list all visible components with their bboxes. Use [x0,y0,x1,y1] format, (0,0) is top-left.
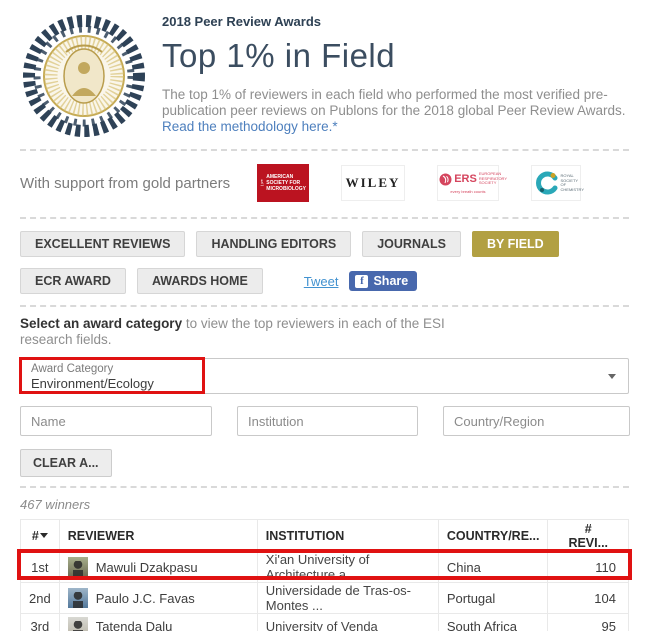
asm-logo[interactable]: AMERICAN SOCIETY FOR MICROBIOLOGY [257,164,309,202]
table-row[interactable]: 3rd Tatenda Dalu University of Venda Sou… [20,613,629,631]
country-input[interactable] [443,406,630,436]
tab-handling-editors[interactable]: HANDLING EDITORS [196,231,352,257]
wiley-logo[interactable]: WILEY [341,165,405,201]
review-count-cell: 110 [547,551,629,583]
tab-excellent-reviews[interactable]: EXCELLENT REVIEWS [20,231,186,257]
rsc-logo[interactable]: ROYAL SOCIETY OF CHEMISTRY [531,165,584,201]
filter-intro-bold: Select an award category [20,316,183,331]
winners-table-wrap: # REVIEWER INSTITUTION COUNTRY/RE... # RE… [17,519,632,631]
divider [20,217,629,219]
divider [20,149,629,151]
rsc-logo-text: ROYAL SOCIETY OF CHEMISTRY [560,173,584,192]
awards-eyebrow: 2018 Peer Review Awards [162,14,321,29]
sort-desc-icon [39,532,48,538]
filter-intro: Select an award category to view the top… [20,316,500,348]
institution-cell: Universidade de Tras-os-Montes ... [256,582,439,614]
gold-partners-section: With support from gold partners AMERICAN… [20,160,629,208]
institution-cell: University of Venda [256,613,439,631]
tab-awards-home[interactable]: AWARDS HOME [136,268,263,294]
filter-intro-rest: to view the top reviewers in each of the… [20,316,445,347]
reviewer-avatar [67,588,88,608]
divider [20,305,629,307]
reviews-header-line1: # [584,521,592,536]
dropdown-label: Award Category [31,363,114,375]
reviewer-avatar [67,557,88,577]
clear-all-button[interactable]: CLEAR A... [20,449,112,477]
tab-journals[interactable]: JOURNALS [362,231,461,257]
country-cell: China [437,551,549,583]
award-description: The top 1% of reviewers in each field wh… [162,87,642,135]
winners-count: 467 winners [20,497,91,512]
tab-ecr-award[interactable]: ECR AWARD [20,268,126,294]
reviewer-cell[interactable]: Tatenda Dalu [58,613,258,631]
asm-logo-text: AMERICAN SOCIETY FOR MICROBIOLOGY [266,174,307,192]
facebook-share-button[interactable]: f Share [349,271,418,291]
country-column-header[interactable]: COUNTRY/RE... [437,519,549,552]
page-header: 2018 Peer Review Awards Top 1% in Field … [20,10,629,140]
review-count-cell: 104 [547,582,629,614]
rank-cell: 2nd [20,582,60,614]
page-title: Top 1% in Field [162,37,396,74]
rank-column-header[interactable]: # [20,519,60,552]
divider [20,486,629,488]
country-cell: Portugal [437,582,549,614]
award-tabs: EXCELLENT REVIEWS HANDLING EDITORS JOURNAL… [20,228,629,296]
wiley-logo-text: WILEY [345,175,401,190]
ers-name-text: EUROPEAN RESPIRATORY SOCIETY [478,171,507,186]
ers-abbr: ERS [454,173,477,185]
rsc-c-icon [535,171,557,195]
name-input[interactable] [20,406,212,436]
award-category-dropdown[interactable]: Award Category Environment/Ecology [19,357,629,394]
ers-circle-icon [439,173,452,185]
tweet-link[interactable]: Tweet [303,273,339,289]
reviews-header-line2: REVI... [568,535,609,550]
country-cell: South Africa [437,613,549,631]
winners-table: # REVIEWER INSTITUTION COUNTRY/RE... # RE… [20,519,629,631]
institution-column-header[interactable]: INSTITUTION [256,519,439,552]
reviewer-cell[interactable]: Paulo J.C. Favas [58,582,258,614]
ers-logo[interactable]: ERS EUROPEAN RESPIRATORY SOCIETY every b… [437,165,507,201]
reviewer-name[interactable]: Mawuli Dzakpasu [95,559,198,575]
chevron-down-icon [608,374,616,379]
table-header-row: # REVIEWER INSTITUTION COUNTRY/RE... # RE… [20,519,629,552]
partners-label: With support from gold partners [20,174,231,192]
ers-tagline: every breath counts [450,188,486,194]
share-label: Share [373,274,409,288]
search-filters [20,406,630,436]
reviewer-name[interactable]: Tatenda Dalu [95,619,173,631]
partner-logos: AMERICAN SOCIETY FOR MICROBIOLOGY WILEY … [257,164,584,202]
dropdown-selected-value: Environment/Ecology [31,376,154,391]
award-medal-icon [23,15,145,137]
review-count-cell: 95 [547,613,629,631]
table-row[interactable]: 1st Mawuli Dzakpasu Xi'an University of … [20,551,629,583]
reviewer-name[interactable]: Paulo J.C. Favas [95,590,195,606]
institution-cell: Xi'an University of Architecture a... [256,551,439,583]
methodology-link[interactable]: Read the methodology here.* [162,119,338,134]
institution-input[interactable] [237,406,418,436]
reviewer-cell[interactable]: Mawuli Dzakpasu [58,551,258,583]
reviewer-avatar [67,616,88,631]
description-text: The top 1% of reviewers in each field wh… [162,87,626,118]
reviewer-column-header[interactable]: REVIEWER [58,519,258,552]
asm-microscope-icon [260,179,264,186]
reviews-column-header[interactable]: # REVI... [547,519,629,552]
tab-by-field[interactable]: BY FIELD [471,231,559,257]
facebook-icon: f [355,274,369,288]
table-row[interactable]: 2nd Paulo J.C. Favas Universidade de Tra… [20,582,629,614]
rank-header-label: # [31,528,39,543]
rank-cell: 1st [20,551,60,583]
rank-cell: 3rd [20,613,60,631]
